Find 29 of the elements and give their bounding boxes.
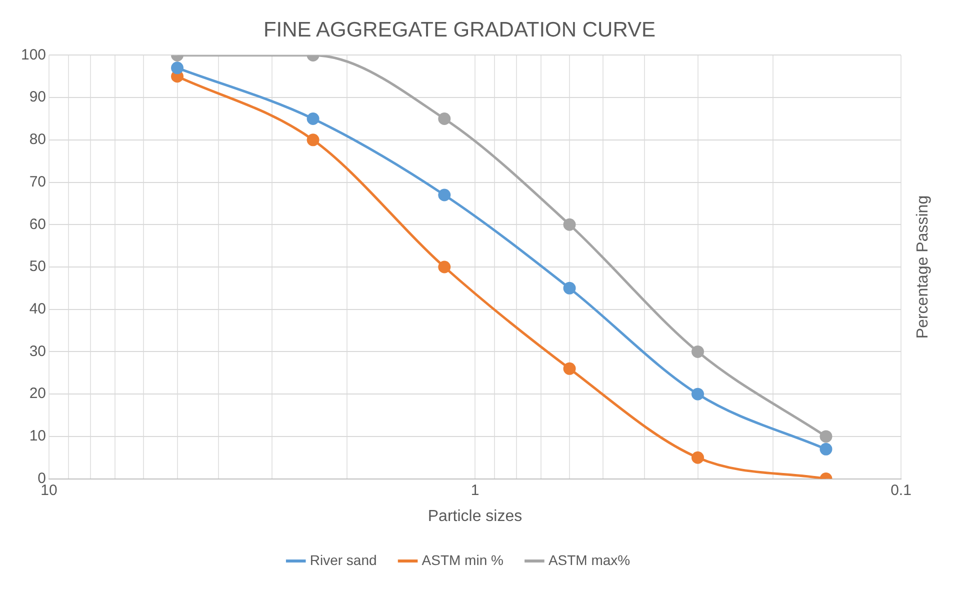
y-tick-label: 70 bbox=[29, 173, 46, 190]
y-tick-label: 100 bbox=[20, 46, 46, 64]
chart-title: FINE AGGREGATE GRADATION CURVE bbox=[263, 18, 656, 42]
legend-label: ASTM min % bbox=[422, 552, 504, 568]
point bbox=[563, 282, 576, 294]
point bbox=[306, 112, 320, 125]
y-tick-label: 30 bbox=[29, 342, 46, 360]
x-axis-title: Particle sizes bbox=[428, 508, 522, 525]
y-tick-label: 80 bbox=[29, 131, 46, 148]
point bbox=[563, 218, 576, 231]
y-tick-label: 60 bbox=[29, 216, 46, 233]
point bbox=[306, 134, 320, 146]
x-tick-label: 10 bbox=[40, 482, 58, 499]
y-tick-label: 90 bbox=[29, 88, 46, 106]
point bbox=[692, 388, 704, 400]
x-tick-label: 1 bbox=[470, 482, 480, 499]
y-axis-title: Percentage Passing bbox=[914, 195, 932, 339]
point bbox=[692, 451, 704, 464]
point bbox=[692, 345, 704, 358]
y-tick-label: 50 bbox=[29, 258, 46, 276]
legend-label: River sand bbox=[310, 552, 377, 568]
point bbox=[563, 362, 576, 375]
y-tick-label: 40 bbox=[29, 300, 46, 318]
y-tick-label: 20 bbox=[29, 385, 46, 402]
point bbox=[820, 430, 832, 443]
x-tick-label: 0.1 bbox=[890, 482, 912, 499]
point bbox=[820, 442, 832, 456]
y-tick-label: 10 bbox=[29, 428, 46, 445]
legend-label: ASTM max% bbox=[548, 552, 630, 568]
